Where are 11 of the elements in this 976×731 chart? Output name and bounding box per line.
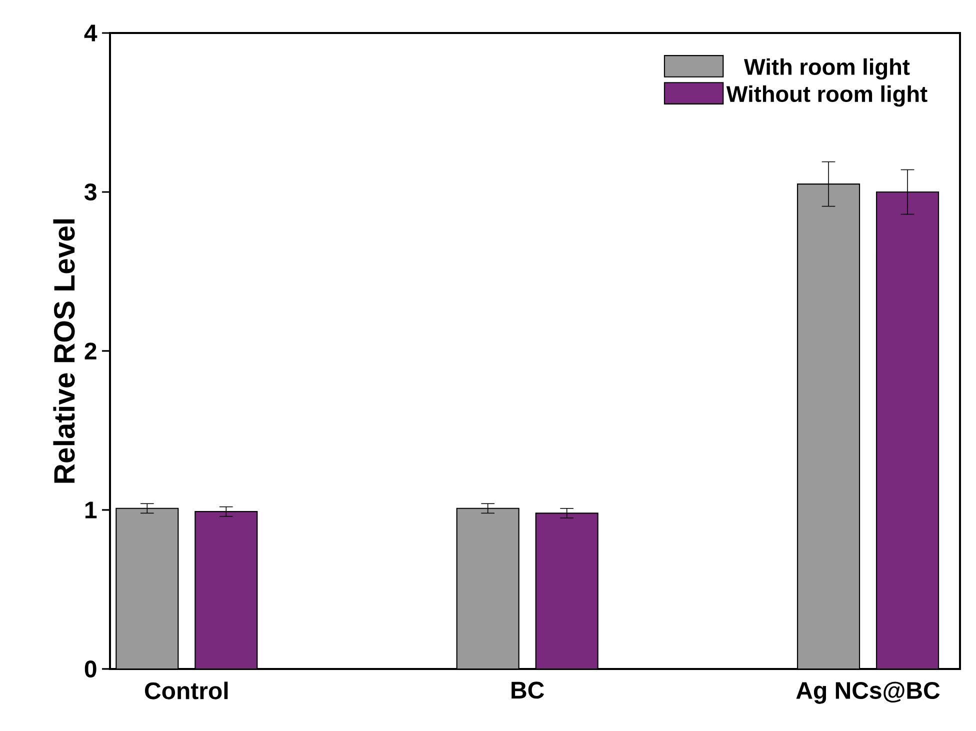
x-tick-label: Ag NCs@BC — [796, 682, 940, 704]
y-axis-title: Relative ROS Level — [53, 219, 75, 483]
y-tick-label: 0 — [84, 660, 96, 678]
y-tick-label: 4 — [84, 24, 98, 42]
legend-label: Without room light — [726, 85, 928, 107]
y-tick-label: 3 — [84, 183, 96, 201]
x-tick-label: Control — [144, 682, 228, 700]
x-tick-label: BC — [512, 682, 544, 699]
y-tick-label: 1 — [85, 502, 97, 518]
legend-label: With room light — [744, 58, 910, 80]
y-tick-label: 2 — [84, 342, 96, 360]
